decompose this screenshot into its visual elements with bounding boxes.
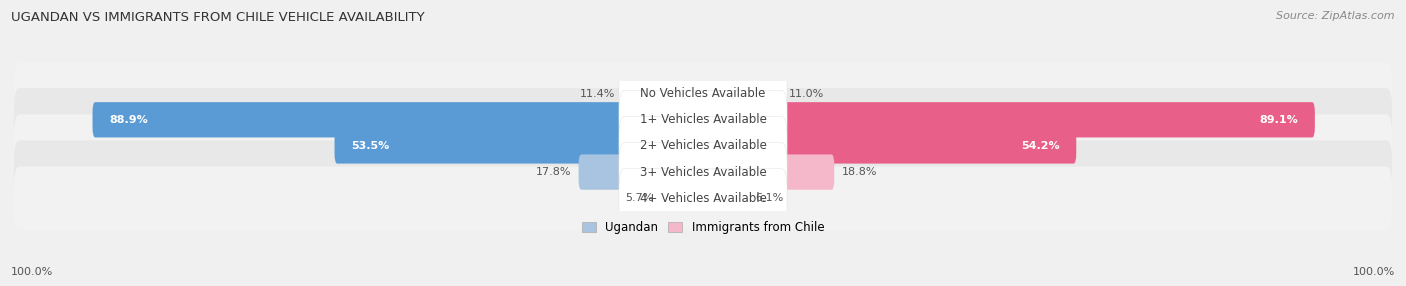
FancyBboxPatch shape (14, 114, 1392, 178)
Text: 17.8%: 17.8% (536, 167, 571, 177)
Text: 3+ Vehicles Available: 3+ Vehicles Available (640, 166, 766, 178)
FancyBboxPatch shape (619, 64, 787, 123)
Text: 100.0%: 100.0% (11, 267, 53, 277)
FancyBboxPatch shape (619, 90, 787, 149)
FancyBboxPatch shape (14, 140, 1392, 204)
FancyBboxPatch shape (700, 128, 1076, 164)
Legend: Ugandan, Immigrants from Chile: Ugandan, Immigrants from Chile (582, 221, 824, 234)
Text: 88.9%: 88.9% (108, 115, 148, 125)
Text: 2+ Vehicles Available: 2+ Vehicles Available (640, 140, 766, 152)
Text: 54.2%: 54.2% (1021, 141, 1060, 151)
FancyBboxPatch shape (661, 180, 706, 216)
Text: 100.0%: 100.0% (1353, 267, 1395, 277)
Text: 11.0%: 11.0% (789, 89, 824, 99)
FancyBboxPatch shape (579, 154, 706, 190)
Text: No Vehicles Available: No Vehicles Available (640, 87, 766, 100)
FancyBboxPatch shape (619, 169, 787, 228)
Text: 4+ Vehicles Available: 4+ Vehicles Available (640, 192, 766, 205)
FancyBboxPatch shape (700, 102, 1315, 138)
FancyBboxPatch shape (700, 180, 748, 216)
Text: 1+ Vehicles Available: 1+ Vehicles Available (640, 113, 766, 126)
Text: 11.4%: 11.4% (579, 89, 614, 99)
Text: UGANDAN VS IMMIGRANTS FROM CHILE VEHICLE AVAILABILITY: UGANDAN VS IMMIGRANTS FROM CHILE VEHICLE… (11, 11, 425, 24)
Text: 18.8%: 18.8% (842, 167, 877, 177)
Text: Source: ZipAtlas.com: Source: ZipAtlas.com (1277, 11, 1395, 21)
FancyBboxPatch shape (14, 88, 1392, 151)
FancyBboxPatch shape (700, 76, 780, 111)
Text: 53.5%: 53.5% (352, 141, 389, 151)
Text: 89.1%: 89.1% (1260, 115, 1299, 125)
FancyBboxPatch shape (14, 62, 1392, 125)
FancyBboxPatch shape (619, 143, 787, 202)
FancyBboxPatch shape (335, 128, 706, 164)
Text: 6.1%: 6.1% (755, 193, 783, 203)
Text: 5.7%: 5.7% (626, 193, 654, 203)
FancyBboxPatch shape (623, 76, 706, 111)
FancyBboxPatch shape (700, 154, 834, 190)
FancyBboxPatch shape (93, 102, 706, 138)
FancyBboxPatch shape (14, 166, 1392, 230)
FancyBboxPatch shape (619, 116, 787, 175)
